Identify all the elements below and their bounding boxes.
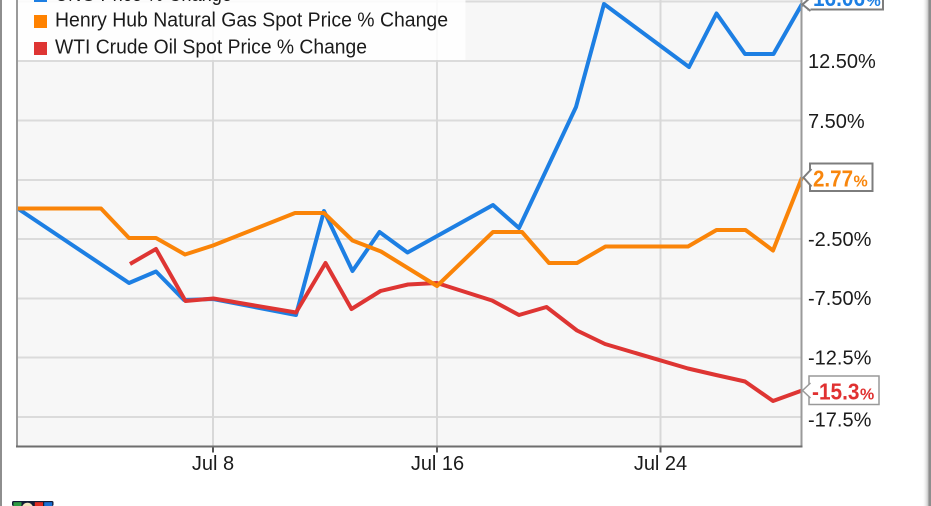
svg-text:Jul 8: Jul 8 [192, 453, 234, 475]
svg-text:%: % [867, 0, 881, 10]
svg-text:UNG Price % Change: UNG Price % Change [55, 0, 232, 6]
svg-text:WTI Crude Oil Spot Price % Cha: WTI Crude Oil Spot Price % Change [55, 37, 367, 59]
svg-text:-2.50%: -2.50% [808, 229, 872, 251]
svg-text:Henry Hub Natural Gas Spot Pri: Henry Hub Natural Gas Spot Price % Chang… [55, 10, 448, 32]
svg-text:12.50%: 12.50% [808, 51, 876, 73]
svg-text:Jul 24: Jul 24 [634, 453, 687, 475]
svg-text:-12.5%: -12.5% [808, 348, 872, 370]
svg-text:2.77: 2.77 [813, 166, 853, 192]
svg-text:7.50%: 7.50% [808, 111, 865, 133]
svg-text:-17.5%: -17.5% [808, 410, 872, 432]
svg-text:16.06: 16.06 [813, 0, 865, 11]
svg-text:-15.3: -15.3 [812, 379, 860, 405]
svg-text:%: % [860, 387, 874, 404]
svg-text:-7.50%: -7.50% [808, 288, 872, 310]
svg-text:%: % [854, 174, 868, 191]
svg-text:Jul 16: Jul 16 [411, 453, 464, 475]
